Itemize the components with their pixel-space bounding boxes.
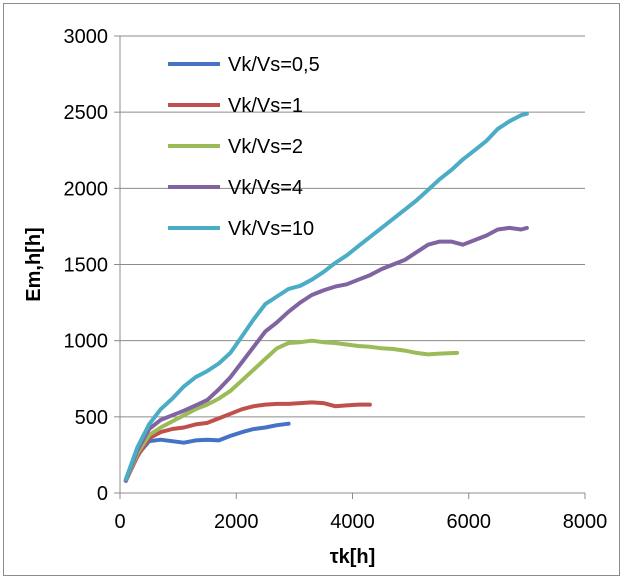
legend-label: Vk/Vs=1 xyxy=(228,95,303,117)
y-tick-label: 2000 xyxy=(64,178,109,200)
series-line-1 xyxy=(123,421,291,483)
legend-label: Vk/Vs=2 xyxy=(228,136,303,158)
series-line-5 xyxy=(123,111,529,482)
legend-label: Vk/Vs=10 xyxy=(228,218,314,240)
y-tick-label: 1500 xyxy=(64,255,109,277)
series-line-2 xyxy=(123,400,372,483)
x-tick-label: 4000 xyxy=(330,511,375,533)
y-tick-label: 0 xyxy=(97,483,108,505)
x-tick-label: 0 xyxy=(114,511,125,533)
x-tick-label: 2000 xyxy=(214,511,259,533)
y-tick-label: 1000 xyxy=(64,331,109,353)
legend: Vk/Vs=0,5 Vk/Vs=1 Vk/Vs=2 Vk/Vs=4 Vk/Vs=10 xyxy=(168,54,320,240)
y-tick-label: 3000 xyxy=(64,26,109,48)
y-tick-label: 2500 xyxy=(64,102,109,124)
x-tick-label: 8000 xyxy=(563,511,608,533)
legend-label: Vk/Vs=0,5 xyxy=(228,54,320,76)
legend-label: Vk/Vs=4 xyxy=(228,177,303,199)
gridlines xyxy=(120,35,585,418)
x-tick-label: 6000 xyxy=(447,511,492,533)
y-tick-label: 500 xyxy=(75,407,108,429)
series-lines xyxy=(123,111,529,483)
y-axis-title: Em,h[h] xyxy=(23,227,45,301)
series-line-3 xyxy=(123,338,460,483)
series-line-4 xyxy=(123,225,529,483)
chart-frame xyxy=(3,3,620,576)
x-axis-title: τk[h] xyxy=(330,546,376,568)
axes: 0 500 1000 1500 2000 2500 3000 0 2000 4000 6000 800… xyxy=(64,26,608,533)
